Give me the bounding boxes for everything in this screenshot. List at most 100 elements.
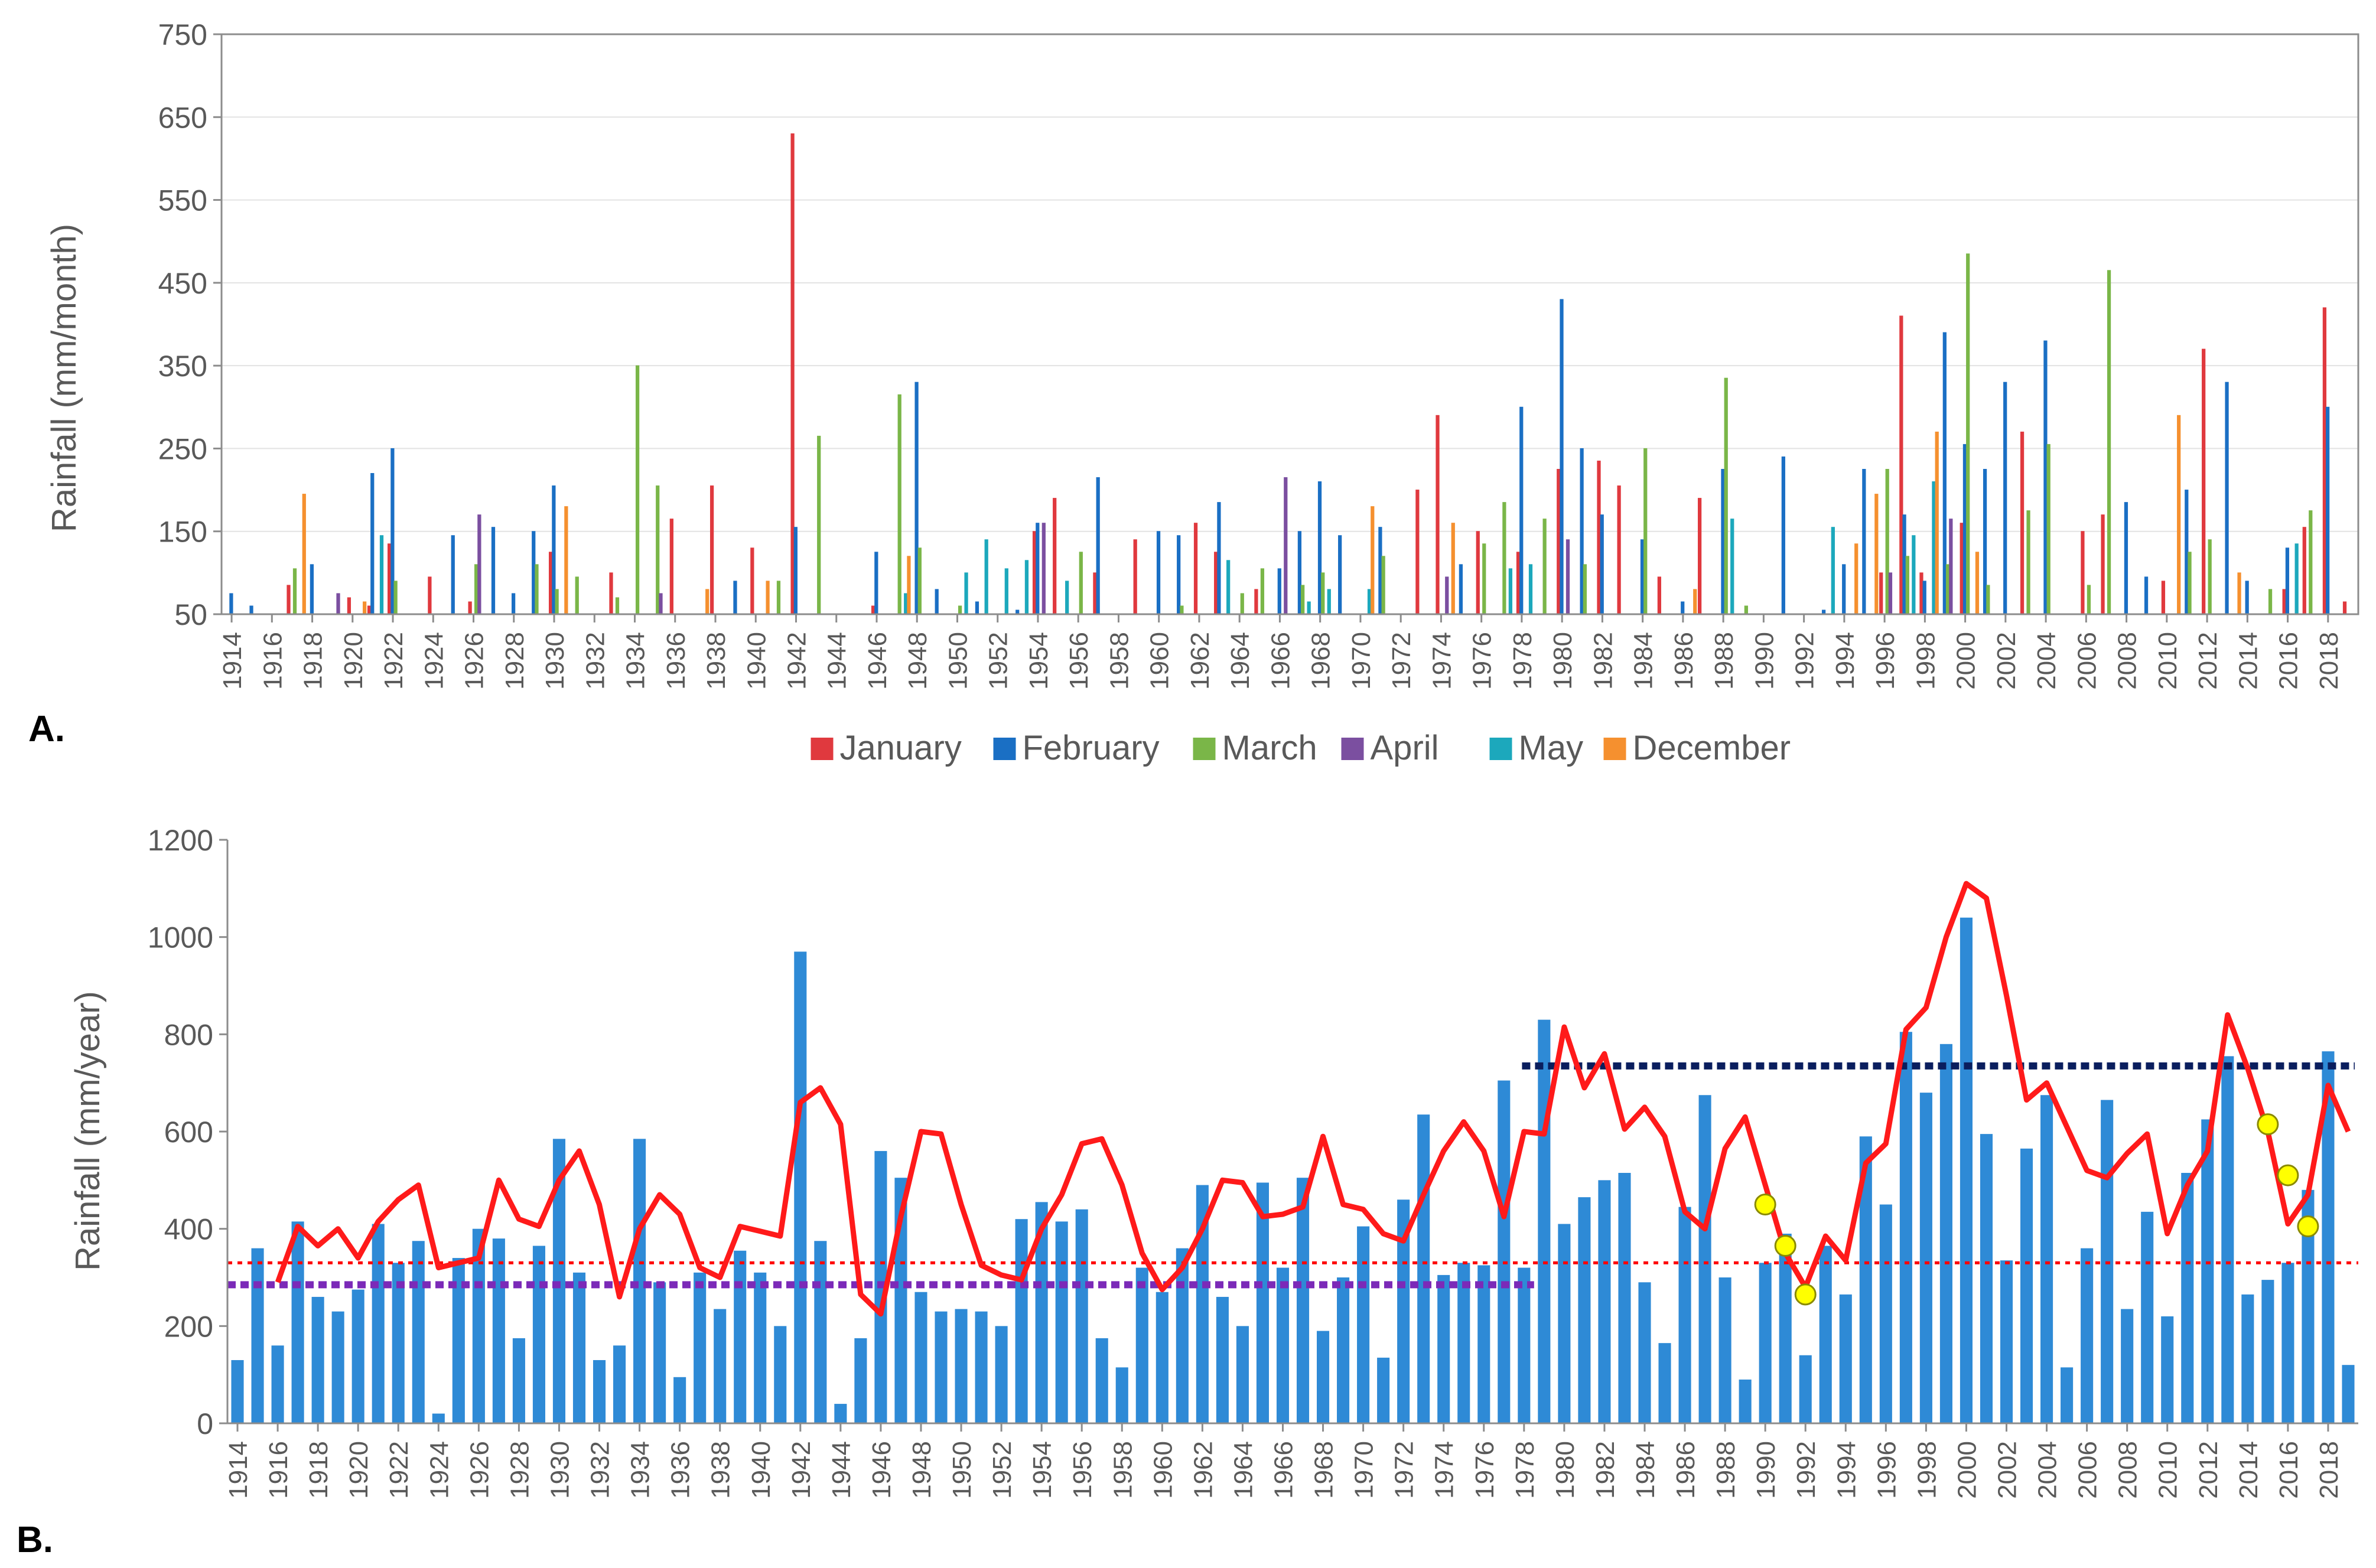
chart-b-y-tick-label: 0 bbox=[197, 1407, 213, 1440]
chart-a-bar bbox=[635, 365, 640, 615]
chart-b-bar bbox=[1518, 1267, 1531, 1423]
chart-a-y-tick-label: 550 bbox=[158, 184, 207, 217]
chart-b-x-tick-label: 1948 bbox=[907, 1441, 936, 1499]
chart-a-bar bbox=[2087, 585, 2091, 615]
chart-a-x-tick-label: 1942 bbox=[782, 632, 811, 690]
chart-a-bar bbox=[1307, 601, 1311, 615]
chart-b-bar bbox=[714, 1309, 727, 1423]
chart-a-bar bbox=[1945, 564, 1950, 615]
chart-a-legend: January February March April May December bbox=[811, 729, 1791, 767]
chart-b-bar bbox=[2161, 1316, 2174, 1423]
chart-a-bar bbox=[2245, 581, 2249, 615]
chart-a-bars bbox=[229, 133, 2347, 615]
chart-b-x-tick-label: 1914 bbox=[224, 1441, 253, 1499]
chart-a-bar bbox=[370, 473, 375, 615]
chart-a-bar bbox=[1781, 456, 1785, 615]
chart-a-bar bbox=[1093, 572, 1097, 615]
chart-a-x-tick-label: 1936 bbox=[662, 632, 691, 690]
chart-a-bar bbox=[292, 568, 297, 615]
chart-a-y-tick-label: 350 bbox=[158, 350, 207, 383]
chart-a-series-january bbox=[287, 133, 2347, 615]
chart-b-bar bbox=[1598, 1180, 1611, 1423]
chart-b-y-tick-label: 800 bbox=[164, 1018, 213, 1051]
chart-b-y-ticks: 0 200 400 600 800 1000 1200 bbox=[148, 824, 227, 1440]
chart-a-bar bbox=[1036, 523, 1040, 615]
chart-b-x-tick-label: 1962 bbox=[1189, 1441, 1218, 1499]
chart-b-bar bbox=[1899, 1032, 1912, 1423]
chart-a-bar bbox=[1065, 581, 1069, 615]
chart-a-bar bbox=[1730, 519, 1734, 615]
chart-a-bar bbox=[776, 581, 781, 615]
chart-a-bar bbox=[750, 547, 754, 615]
chart-b-x-tick-label: 1980 bbox=[1551, 1441, 1580, 1499]
chart-a-bar bbox=[1156, 531, 1161, 615]
chart-b-x-tick-label: 1968 bbox=[1310, 1441, 1339, 1499]
chart-a-bar bbox=[552, 485, 556, 615]
chart-a-bar bbox=[705, 589, 709, 615]
chart-a-bar bbox=[1932, 481, 1936, 615]
chart-a-bar bbox=[535, 564, 539, 615]
chart-b-x-tick-label: 1940 bbox=[747, 1441, 776, 1499]
chart-a-bar bbox=[1226, 560, 1231, 615]
chart-b-bar bbox=[1498, 1080, 1511, 1423]
chart-b-y-axis-title: Rainfall (mm/year) bbox=[69, 991, 107, 1271]
chart-a-bar bbox=[1459, 564, 1463, 615]
chart-a-bar bbox=[1854, 543, 1859, 615]
chart-b-x-tick-label: 1984 bbox=[1631, 1441, 1660, 1499]
chart-a-y-tick-label: 450 bbox=[158, 267, 207, 300]
chart-b-x-tick-label: 2012 bbox=[2194, 1441, 2223, 1499]
chart-b-bar bbox=[432, 1413, 445, 1423]
chart-a-bar bbox=[907, 556, 911, 615]
chart-a-bar bbox=[310, 564, 314, 615]
chart-a-bar bbox=[1133, 539, 1137, 615]
chart-a-x-tick-label: 2006 bbox=[2072, 632, 2101, 690]
chart-a-y-tick-label: 150 bbox=[158, 516, 207, 549]
chart-a-legend-label: May bbox=[1519, 729, 1584, 767]
chart-a-x-tick-label: 1916 bbox=[258, 632, 287, 690]
chart-a-bar bbox=[1508, 568, 1513, 615]
chart-a-bar bbox=[1912, 535, 1916, 615]
chart-b-bar bbox=[1558, 1224, 1571, 1423]
chart-b-bar bbox=[1457, 1263, 1470, 1423]
chart-b-bar bbox=[653, 1282, 666, 1423]
chart-b-x-tick-label: 1960 bbox=[1148, 1441, 1177, 1499]
chart-a-bar bbox=[2101, 514, 2105, 615]
chart-b-bar bbox=[1879, 1204, 1892, 1423]
chart-a-panel-label: A. bbox=[28, 709, 65, 749]
chart-b-bar bbox=[935, 1311, 948, 1423]
chart-a-x-tick-label: 1964 bbox=[1226, 632, 1255, 690]
chart-b-y-tick-label: 400 bbox=[164, 1213, 213, 1246]
chart-a-x-tick-label: 1988 bbox=[1710, 632, 1739, 690]
chart-b-y-tick-label: 600 bbox=[164, 1116, 213, 1149]
chart-a-bar bbox=[1297, 531, 1302, 615]
chart-a-bar bbox=[1942, 332, 1947, 615]
chart-a-bar bbox=[1919, 572, 1923, 615]
chart-b-bar bbox=[1276, 1267, 1290, 1423]
chart-a-bar bbox=[1367, 589, 1372, 615]
chart-b-bar bbox=[1799, 1355, 1812, 1423]
chart-a-bar bbox=[1580, 448, 1584, 615]
chart-a-series-march bbox=[292, 253, 2313, 615]
chart-a-x-tick-label: 1974 bbox=[1427, 632, 1456, 690]
chart-a-bar bbox=[1905, 556, 1909, 615]
chart-a-x-tick-label: 1930 bbox=[541, 632, 569, 690]
chart-a-legend-swatch bbox=[1603, 738, 1626, 760]
chart-a-x-tick-label: 2002 bbox=[1992, 632, 2021, 690]
chart-b-bar bbox=[2281, 1263, 2294, 1423]
chart-a-x-tick-label: 1944 bbox=[823, 632, 852, 690]
chart-a-bar bbox=[1053, 498, 1057, 615]
chart-a-x-tick-label: 2004 bbox=[2032, 632, 2061, 690]
chart-a-y-axis-title: Rainfall (mm/month) bbox=[45, 224, 83, 532]
chart-a-legend-label: April bbox=[1371, 729, 1439, 767]
chart-a-x-tick-label: 1962 bbox=[1186, 632, 1215, 690]
chart-a-bar bbox=[1962, 444, 1967, 615]
chart-a-bar bbox=[491, 527, 496, 615]
chart-a-x-ticks: 1914 1916 1918 1920 1922 1924 1926 1928 1930 1932… bbox=[218, 614, 2344, 690]
chart-a-bar bbox=[615, 597, 620, 615]
chart-b-bar bbox=[2241, 1294, 2254, 1423]
chart-a-bar bbox=[1975, 552, 1980, 615]
chart-b-x-ticks: 1914 1916 1918 1920 1922 1924 1926 1928 1930 1932… bbox=[224, 1423, 2344, 1499]
chart-a-bar bbox=[2282, 589, 2286, 615]
